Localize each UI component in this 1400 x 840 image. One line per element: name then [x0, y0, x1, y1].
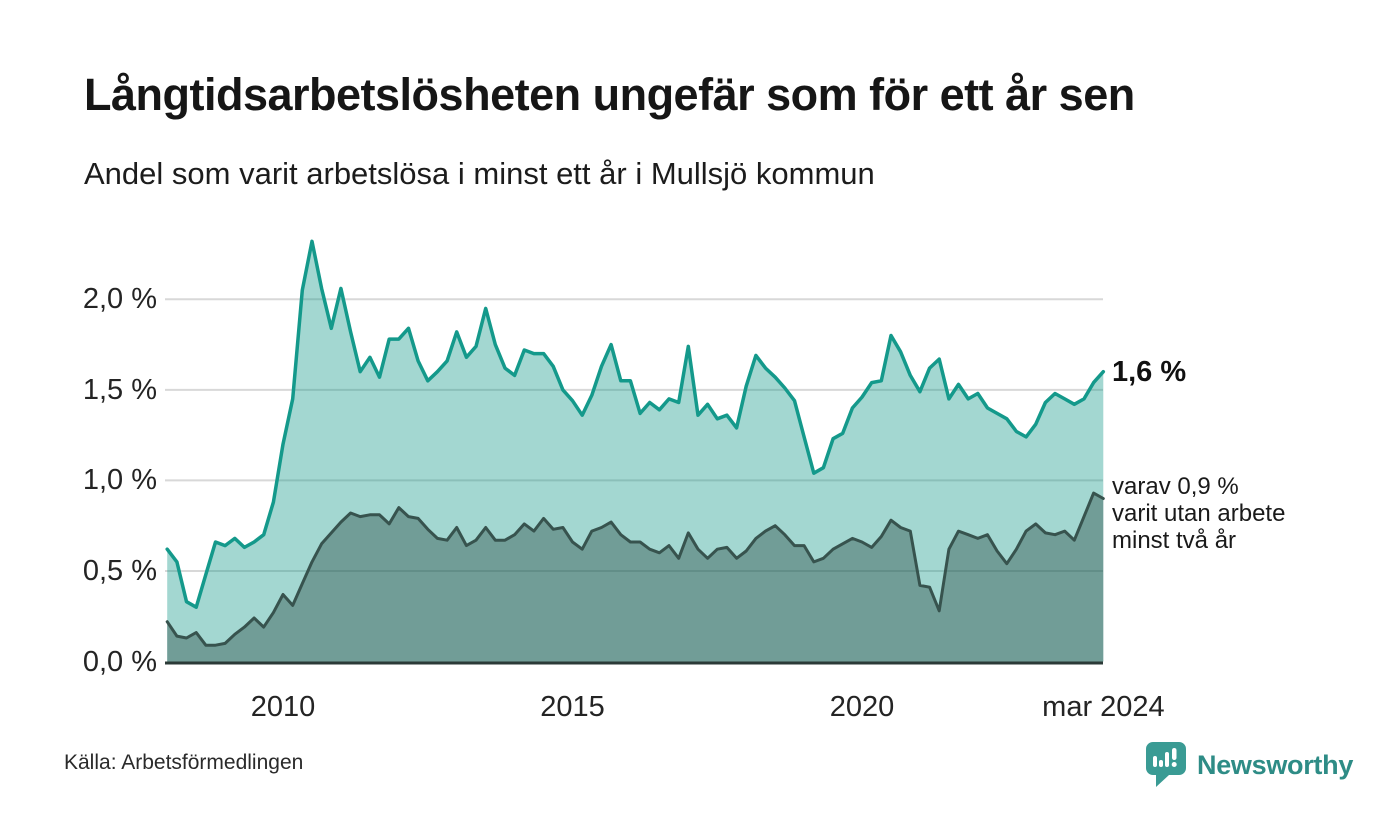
brand-name: Newsworthy [1197, 749, 1354, 780]
y-tick-label-1: 0,5 % [82, 554, 157, 587]
newsworthy-logo: Newsworthy [1145, 741, 1353, 789]
x-tick-label-0: 2010 [250, 691, 316, 723]
x-tick-label-2: 2020 [829, 691, 895, 723]
source-credit: Källa: Arbetsförmedlingen [64, 751, 304, 774]
latest-two-years-label: varav 0,9 % varit utan arbete minst två … [1112, 473, 1372, 554]
page-title: Långtidsarbetslösheten ungefär som för e… [84, 69, 1135, 120]
chart-subtitle: Andel som varit arbetslösa i minst ett å… [84, 156, 875, 191]
logo-exclamation-stem [1172, 748, 1177, 760]
series-min-two-years-area [167, 493, 1104, 662]
newsworthy-logo-icon [1146, 742, 1186, 787]
series-min-one-year-area [167, 241, 1104, 662]
logo-exclamation-dot [1171, 762, 1177, 767]
logo-bar-3 [1165, 752, 1169, 767]
y-tick-label-0: 0,0 % [82, 645, 157, 678]
series-min-two-years-line [165, 491, 1105, 647]
latest-total-label: 1,6 % [1112, 355, 1187, 388]
latest-two-years-line-1: varav 0,9 % [1112, 473, 1239, 500]
x-tick-label-1: 2015 [540, 691, 605, 723]
x-tick-label-3: mar 2024 [1042, 691, 1165, 723]
y-tick-label-4: 2,0 % [82, 283, 157, 316]
logo-bar-1 [1153, 756, 1157, 767]
series-min-one-year-line [165, 239, 1106, 609]
latest-two-years-line-2: varit utan arbete [1112, 500, 1286, 527]
y-tick-label-2: 1,0 % [82, 464, 157, 497]
logo-bar-2 [1159, 760, 1163, 767]
latest-two-years-line-3: minst två år [1112, 527, 1237, 554]
y-tick-label-3: 1,5 % [82, 373, 157, 406]
